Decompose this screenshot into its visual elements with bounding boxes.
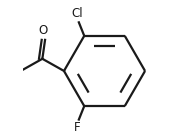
Text: F: F [74,121,81,134]
Text: O: O [39,24,48,37]
Text: Cl: Cl [72,7,83,20]
